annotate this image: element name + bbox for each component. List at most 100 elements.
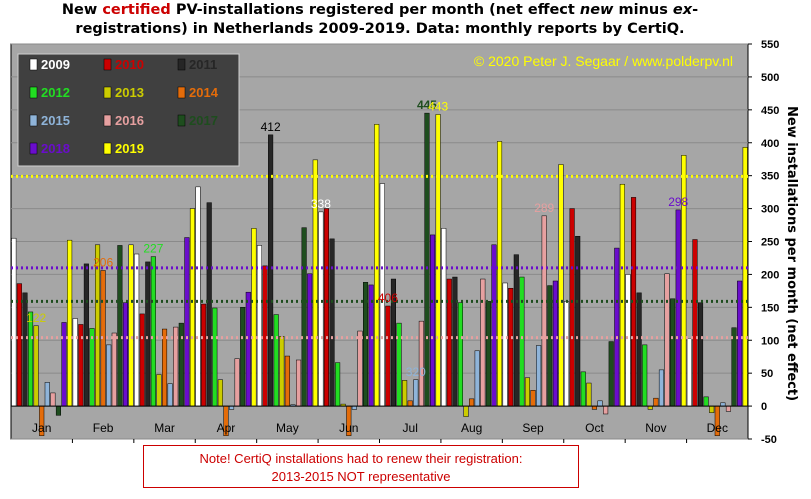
y-tick-label: 550	[761, 39, 779, 51]
bar-2017-Aug	[485, 301, 491, 407]
bar-2014-Sep	[530, 390, 536, 407]
bar-2012-Dec	[703, 396, 709, 407]
x-tick-label: Aug	[461, 421, 482, 435]
bar-2012-Jul	[396, 322, 402, 407]
legend-swatch-2016	[103, 114, 112, 127]
bar-2010-Mar	[139, 313, 145, 407]
bar-2010-May	[262, 265, 268, 407]
bar-2016-Jul	[418, 320, 424, 407]
note-line-1: Note! CertiQ installations had to renew …	[199, 451, 523, 466]
bar-2009-May	[256, 245, 262, 407]
bar-2018-Nov	[675, 209, 681, 407]
bar-2015-Sep	[536, 345, 542, 407]
legend-swatch-2012	[29, 86, 38, 99]
bar-2013-Dec	[709, 405, 715, 413]
legend-label-2015: 2015	[41, 113, 70, 128]
y-tick-label: 50	[761, 368, 773, 380]
bar-2016-Dec	[725, 405, 732, 412]
x-tick-label: Oct	[585, 421, 604, 435]
bar-2018-Oct	[614, 247, 620, 407]
data-label: 406	[378, 291, 398, 305]
bar-2012-Jun	[335, 362, 341, 407]
bar-2015-Jul	[413, 379, 419, 407]
bar-2010-Aug	[446, 278, 452, 407]
legend-swatch-2018	[29, 142, 38, 155]
data-label: 122	[26, 311, 46, 325]
bar-2009-Apr	[195, 186, 201, 407]
data-label: 298	[668, 195, 688, 209]
data-label: 320	[406, 365, 426, 379]
bar-2013-Mar	[156, 374, 162, 407]
y-tick-label: 0	[761, 401, 767, 413]
bar-2017-May	[301, 227, 307, 407]
title-new: new	[579, 2, 614, 18]
bar-2019-Nov	[681, 155, 687, 407]
bar-2017-Feb	[117, 245, 123, 407]
y-axis-label: New installations per month (net effect)	[784, 106, 799, 401]
bar-2019-Dec	[742, 147, 748, 407]
bar-2016-Jun	[357, 330, 363, 407]
bar-2014-May	[284, 355, 290, 407]
y-tick-label: 350	[761, 171, 779, 183]
bar-2009-Feb	[72, 318, 78, 407]
bar-2015-Nov	[658, 369, 665, 407]
bar-2010-Jun	[323, 208, 329, 407]
note-line-2: 2013-2015 NOT representative	[271, 469, 451, 484]
title-certified: certified	[102, 2, 171, 18]
legend-label-2013: 2013	[115, 85, 144, 100]
bar-2011-Feb	[83, 263, 89, 407]
legend-swatch-2014	[177, 86, 186, 99]
bar-2015-Aug	[474, 350, 480, 407]
legend-swatch-2019	[103, 142, 112, 155]
bar-2017-Jan	[55, 405, 62, 416]
legend-label-2017: 2017	[189, 113, 218, 128]
bar-2009-Jan	[11, 237, 17, 407]
bar-2013-Oct	[586, 382, 592, 407]
legend-label-2009: 2009	[41, 57, 70, 72]
bar-2018-Sep	[552, 280, 558, 407]
bar-2016-Nov	[664, 273, 670, 407]
bar-2010-Apr	[201, 303, 207, 407]
bar-2019-Apr	[251, 228, 257, 407]
bar-2019-Jun	[374, 124, 380, 407]
bar-2018-Jul	[430, 234, 436, 407]
bar-2009-Aug	[441, 228, 447, 407]
bar-2019-Oct	[619, 183, 625, 407]
data-label: 227	[143, 242, 163, 256]
bar-2015-Feb	[106, 344, 112, 407]
data-label: 338	[311, 197, 331, 211]
bar-2011-Mar	[145, 261, 151, 407]
chart-title: New certified PV-installations registere…	[0, 1, 760, 39]
bar-2011-Oct	[575, 235, 581, 407]
bar-2019-Jan	[67, 239, 73, 407]
bar-2017-Oct	[608, 341, 614, 407]
bar-2016-Apr	[234, 358, 240, 407]
legend-label-2016: 2016	[115, 113, 144, 128]
bar-2013-Aug	[463, 405, 469, 417]
bar-2018-Feb	[122, 302, 128, 407]
bar-2014-Mar	[162, 328, 168, 407]
legend-swatch-2011	[177, 58, 186, 71]
bar-2018-Apr	[245, 291, 251, 407]
bar-2014-Nov	[653, 397, 659, 407]
bar-2017-Sep	[547, 285, 553, 407]
bar-2009-Dec	[686, 338, 692, 407]
legend-swatch-2010	[103, 58, 112, 71]
bar-2019-Jul	[435, 114, 441, 407]
bar-2012-Mar	[150, 256, 156, 407]
bar-2011-Nov	[636, 292, 642, 407]
bar-2019-Sep	[558, 164, 564, 407]
bar-2018-Mar	[184, 237, 190, 407]
bar-2018-Jan	[61, 322, 67, 407]
bar-2016-Jan	[50, 392, 56, 407]
y-tick-label: 100	[761, 335, 779, 347]
bar-2016-May	[296, 359, 302, 407]
bar-2012-Aug	[457, 302, 463, 407]
bar-2018-Dec	[737, 280, 743, 407]
title-line-2: registrations) in Netherlands 2009-2019.…	[75, 21, 685, 37]
bar-2012-Oct	[580, 371, 586, 407]
data-label: 445	[417, 98, 437, 112]
y-tick-label: 300	[761, 204, 779, 216]
title-text-1: New	[61, 2, 103, 18]
